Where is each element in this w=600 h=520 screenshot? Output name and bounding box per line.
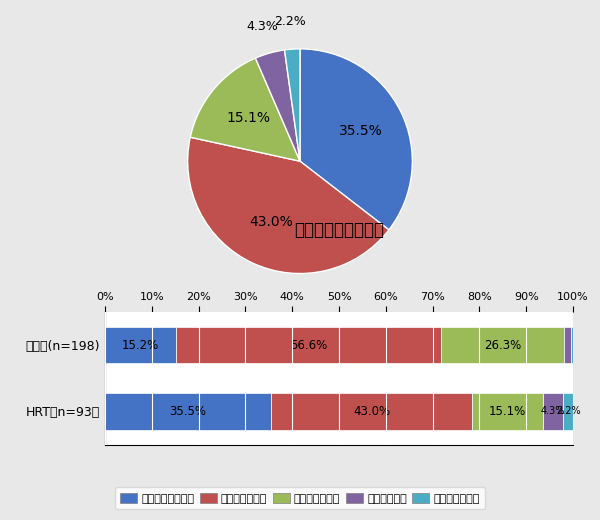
Wedge shape [256, 50, 300, 161]
Bar [563, 393, 574, 430]
Text: 43.0%: 43.0% [353, 405, 391, 418]
Text: 15.1%: 15.1% [489, 405, 526, 418]
Text: 2.2%: 2.2% [274, 15, 306, 28]
Text: 4.3%: 4.3% [246, 20, 278, 33]
Wedge shape [188, 137, 389, 274]
Text: 56.6%: 56.6% [290, 339, 327, 352]
Bar [105, 327, 176, 363]
Text: 35.5%: 35.5% [170, 405, 206, 418]
Text: 35.5%: 35.5% [338, 124, 382, 138]
Bar [176, 327, 441, 363]
Text: 4.3%: 4.3% [541, 407, 565, 417]
Text: 26.3%: 26.3% [484, 339, 521, 352]
Text: 15.2%: 15.2% [122, 339, 159, 352]
Wedge shape [190, 58, 300, 161]
Text: 対処法と症状改善度: 対処法と症状改善度 [294, 221, 384, 239]
Wedge shape [284, 49, 300, 161]
Wedge shape [300, 49, 412, 230]
Bar [571, 327, 574, 363]
Bar [543, 393, 563, 430]
Bar [472, 393, 543, 430]
Text: 15.1%: 15.1% [226, 111, 270, 125]
Bar [105, 393, 271, 430]
Legend: とてもよくなった, ややよくなった, 変わらなかった, やや悪化した, かなり悪化した: とてもよくなった, ややよくなった, 変わらなかった, やや悪化した, かなり悪… [115, 487, 485, 509]
Text: 2.2%: 2.2% [556, 407, 581, 417]
Bar [441, 327, 564, 363]
Bar [564, 327, 571, 363]
Text: 43.0%: 43.0% [250, 215, 293, 229]
Bar [271, 393, 472, 430]
